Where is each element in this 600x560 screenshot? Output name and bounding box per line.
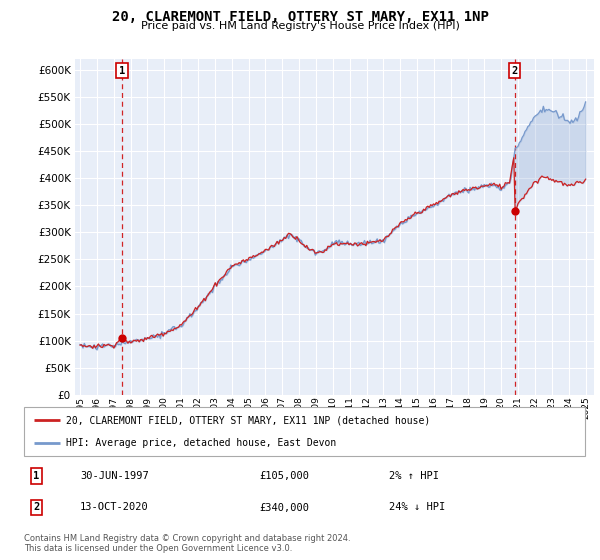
Text: 2% ↑ HPI: 2% ↑ HPI <box>389 471 439 481</box>
Text: £105,000: £105,000 <box>260 471 310 481</box>
Text: Price paid vs. HM Land Registry's House Price Index (HPI): Price paid vs. HM Land Registry's House … <box>140 21 460 31</box>
Text: 24% ↓ HPI: 24% ↓ HPI <box>389 502 445 512</box>
Text: Contains HM Land Registry data © Crown copyright and database right 2024.
This d: Contains HM Land Registry data © Crown c… <box>24 534 350 553</box>
Text: 20, CLAREMONT FIELD, OTTERY ST MARY, EX11 1NP: 20, CLAREMONT FIELD, OTTERY ST MARY, EX1… <box>112 10 488 24</box>
Text: 1: 1 <box>119 66 125 76</box>
Text: 2: 2 <box>512 66 518 76</box>
Text: HPI: Average price, detached house, East Devon: HPI: Average price, detached house, East… <box>66 438 337 448</box>
FancyBboxPatch shape <box>24 407 585 456</box>
Text: 13-OCT-2020: 13-OCT-2020 <box>80 502 149 512</box>
Text: £340,000: £340,000 <box>260 502 310 512</box>
Text: 2: 2 <box>33 502 40 512</box>
Text: 20, CLAREMONT FIELD, OTTERY ST MARY, EX11 1NP (detached house): 20, CLAREMONT FIELD, OTTERY ST MARY, EX1… <box>66 416 430 426</box>
Text: 1: 1 <box>33 471 40 481</box>
Text: 30-JUN-1997: 30-JUN-1997 <box>80 471 149 481</box>
